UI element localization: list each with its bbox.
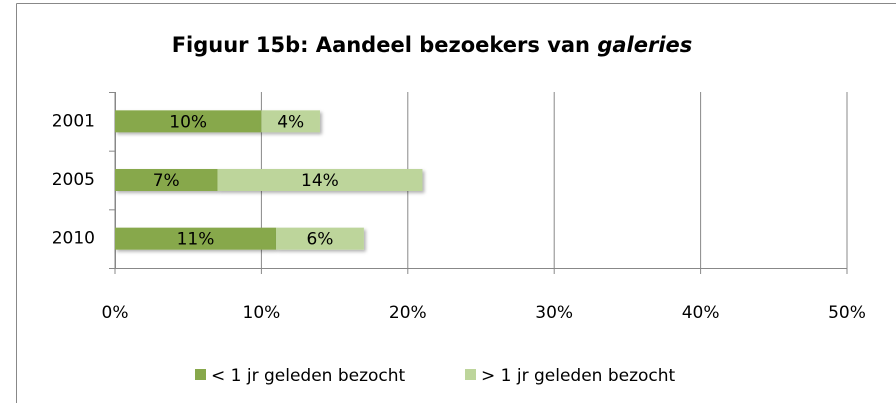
legend-label: < 1 jr geleden bezocht <box>211 366 406 386</box>
legend-swatch <box>465 369 476 380</box>
value-label: 6% <box>306 230 333 250</box>
x-tick-label: 0% <box>102 303 129 323</box>
x-tick-label: 40% <box>682 303 720 323</box>
legend-label: > 1 jr geleden bezocht <box>481 366 676 386</box>
value-label: 10% <box>169 112 207 132</box>
x-tick-label: 20% <box>389 303 427 323</box>
title-emphasis: galeries <box>597 33 692 57</box>
x-tick-label: 30% <box>535 303 573 323</box>
bar-segment <box>115 110 262 133</box>
value-label: 11% <box>177 230 215 250</box>
value-label: 14% <box>301 171 339 191</box>
title-main: Figuur 15b: Aandeel bezoekers van <box>172 33 590 57</box>
bar-segment <box>115 169 218 191</box>
bar-segment <box>276 227 364 250</box>
chart-title: Figuur 15b: Aandeel bezoekers van galeri… <box>172 33 693 57</box>
x-tick-label: 10% <box>243 303 281 323</box>
value-label: 7% <box>153 171 180 191</box>
y-tick-label: 2010 <box>52 229 95 249</box>
x-tick-label: 50% <box>828 303 866 323</box>
y-tick-label: 2005 <box>52 170 95 190</box>
bar-segment <box>261 110 320 133</box>
y-tick-label: 2001 <box>52 111 95 131</box>
bar-segment <box>217 169 423 191</box>
legend-swatch <box>195 369 206 380</box>
value-label: 4% <box>277 112 304 132</box>
bar-segment <box>115 227 277 250</box>
